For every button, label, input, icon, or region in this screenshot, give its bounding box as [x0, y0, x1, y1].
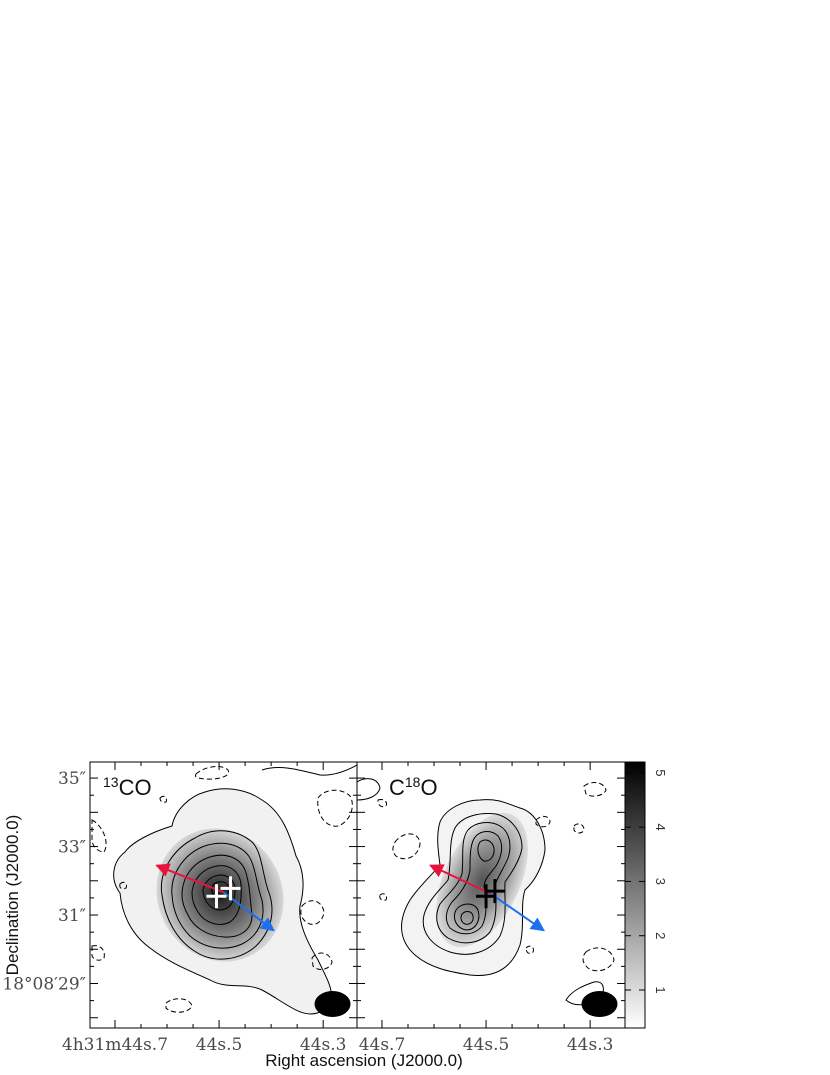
colorbar-tick-label: 2 [653, 932, 668, 939]
colorbar-tick-label: 4 [653, 824, 668, 831]
contour-13co-level-1b [261, 764, 357, 776]
x-tick-label: 44s.5 [463, 1035, 510, 1055]
x-tick-label: 44s.5 [196, 1035, 243, 1055]
x-tick-label: 4h31m44s.7 [62, 1035, 168, 1055]
colorbar-ticks: 1 2 3 4 5 [625, 769, 668, 994]
neg-contour-13co-7 [311, 952, 333, 970]
red-outflow-arrow [429, 864, 491, 895]
neg-contour-c18o-2 [583, 782, 607, 797]
panel-label-c18o: C18O [389, 774, 438, 800]
y-tick-label: 33″ [58, 838, 86, 858]
neg-contour-13co-1 [195, 766, 230, 780]
panel-c18o [357, 778, 615, 1006]
contour-c18o-level-5b [453, 903, 480, 931]
contour-13co-level-3 [171, 842, 264, 949]
blue-outflow-arrow [489, 892, 545, 932]
neg-contour-c18o-3 [535, 815, 551, 828]
overlay-panel-0 [155, 863, 351, 1018]
source-cross-0 [476, 884, 497, 909]
neg-contour-c18o-6 [377, 799, 387, 808]
y-tick-label: 35″ [58, 769, 86, 789]
neg-contour-13co-8 [165, 998, 193, 1013]
x-axis-label: Right ascension (J2000.0) [265, 1051, 463, 1070]
x-tick-label: 44s.3 [300, 1035, 347, 1055]
contour-c18o-level-2 [422, 813, 523, 955]
x-tick-label: 44s.3 [567, 1035, 614, 1055]
red-outflow-arrow [155, 863, 224, 894]
neg-contour-c18o-7 [379, 893, 387, 901]
y-tick-label: 31″ [58, 906, 86, 926]
contour-13co-level-5 [191, 865, 242, 925]
contour-c18o-level-6 [460, 911, 474, 925]
contour-c18o-left-edge [357, 778, 381, 801]
neg-contour-13co-3 [91, 819, 107, 853]
y-axis-label: Declination (J2000.0) [3, 815, 22, 976]
colorbar-tick-label: 1 [653, 986, 668, 993]
contour-13co-level-6 [202, 874, 236, 911]
neg-contour-13co-9 [159, 795, 167, 803]
source-cross-1 [484, 879, 505, 904]
neg-contour-13co-4 [300, 900, 325, 925]
y-tick-label: 18°08′29″ [2, 974, 86, 994]
contour-13co-level-2 [160, 830, 273, 960]
contour-c18o-level-5a [477, 839, 495, 862]
source-cross-0 [206, 884, 227, 909]
beam-ellipse [314, 991, 351, 1018]
neg-contour-13co-2 [317, 789, 353, 827]
neg-contour-c18o-5 [582, 947, 615, 972]
axis-ticks: 4h31m44s.7 44s.5 44s.3 44s.7 44s.5 44s.3 35″ 33… [2, 762, 625, 1055]
colorbar [624, 761, 646, 1029]
colorbar-tick-label: 5 [653, 769, 668, 776]
neg-contour-13co-6 [119, 881, 127, 890]
neg-contour-c18o-8 [525, 945, 534, 954]
neg-contour-c18o-1 [392, 833, 421, 860]
neg-contour-13co-5 [91, 945, 105, 961]
contour-c18o-level-4 [445, 831, 503, 935]
overlay-layer [155, 863, 618, 1018]
colorbar-tick-label: 3 [653, 878, 668, 885]
overlay-panel-1 [429, 864, 618, 1018]
contour-c18o-level-3 [436, 822, 511, 944]
panel-label-13co: 13CO [103, 774, 152, 800]
beam-ellipse [581, 991, 618, 1018]
source-cross-1 [220, 876, 241, 901]
x-tick-label: 44s.7 [359, 1035, 406, 1055]
neg-contour-c18o-4 [573, 823, 585, 834]
